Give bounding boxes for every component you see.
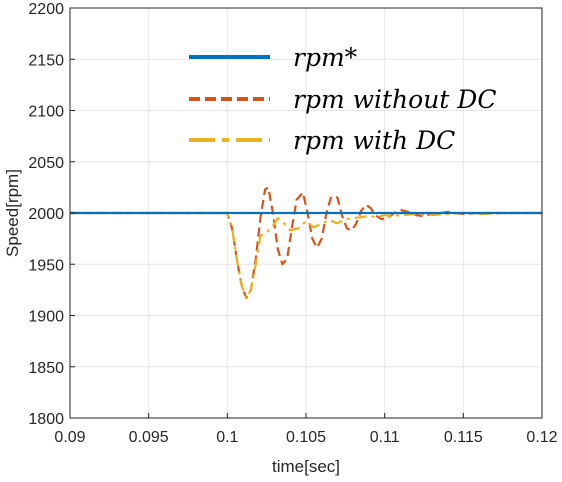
- y-tick-label: 2050: [28, 155, 64, 172]
- x-tick-label: 0.09: [54, 429, 85, 446]
- x-tick-label: 0.12: [526, 429, 557, 446]
- y-tick-label: 2150: [28, 52, 64, 69]
- y-tick-label: 1800: [28, 411, 64, 428]
- legend-label-0: rpm*: [293, 43, 358, 72]
- x-axis-label: time[sec]: [272, 457, 340, 476]
- y-tick-label: 1950: [28, 257, 64, 274]
- y-axis-label: Speed[rpm]: [3, 169, 22, 257]
- y-tick-label: 2100: [28, 104, 64, 121]
- x-tick-label: 0.115: [444, 429, 483, 446]
- x-tick-label: 0.11: [370, 429, 400, 446]
- x-tick-label: 0.1: [216, 429, 238, 446]
- x-tick-label: 0.095: [129, 429, 169, 446]
- tick-layer: 0.09 0.095 0.1 0.105 0.11 0.115 0.12 1800 1850 19…: [28, 1, 557, 446]
- legend-label-2: rpm with DC: [293, 126, 455, 155]
- series-line-2: [70, 211, 542, 300]
- series-layer: [70, 186, 542, 300]
- y-tick-label: 2200: [28, 1, 64, 18]
- legend: rpm* rpm without DC rpm with DC: [189, 43, 496, 155]
- y-tick-label: 1850: [28, 360, 64, 377]
- x-tick-label: 0.105: [286, 429, 326, 446]
- legend-label-1: rpm without DC: [293, 85, 496, 114]
- y-tick-label: 2000: [28, 206, 64, 223]
- y-tick-label: 1900: [28, 309, 64, 326]
- series-line-1: [70, 186, 542, 300]
